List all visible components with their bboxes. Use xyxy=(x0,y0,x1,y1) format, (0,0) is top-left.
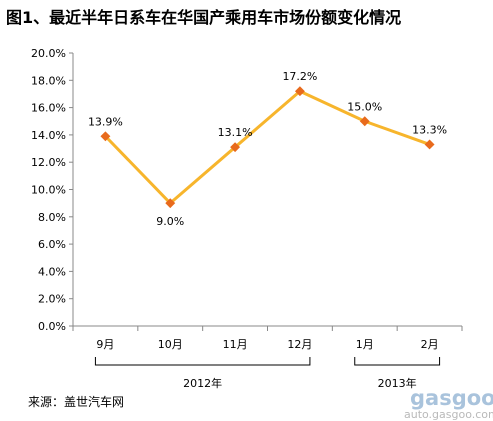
y-tick-label: 10.0% xyxy=(31,184,66,197)
group-label: 2013年 xyxy=(378,376,417,390)
data-points xyxy=(100,86,435,209)
y-tick-label: 8.0% xyxy=(38,211,66,224)
data-label: 9.0% xyxy=(156,215,184,228)
axes xyxy=(69,52,463,331)
gasgoo-watermark-logo: gasgoo auto.gasgoo.com xyxy=(404,384,493,421)
x-tick-label: 10月 xyxy=(158,338,183,351)
y-tick-labels: 0.0% 2.0% 4.0% 6.0% 8.0% 10.0% 12.0% 14.0% 16.0%… xyxy=(31,47,66,333)
data-label: 13.3% xyxy=(412,123,447,136)
y-tick-label: 18.0% xyxy=(31,74,66,87)
data-point-marker xyxy=(359,116,370,127)
data-point-marker xyxy=(100,131,111,142)
x-tick-labels: 9月 10月 11月 12月 1月 2月 xyxy=(96,338,438,351)
watermark-url: auto.gasgoo.com xyxy=(404,408,493,421)
data-point-marker xyxy=(165,198,176,209)
data-label: 15.0% xyxy=(347,100,382,113)
y-tick-label: 6.0% xyxy=(38,238,66,251)
y-tick-label: 14.0% xyxy=(31,129,66,142)
data-label: 13.9% xyxy=(88,115,123,128)
data-point-marker xyxy=(424,139,435,150)
chart-title: 图1、最近半年日系车在华国产乘用车市场份额变化情况 xyxy=(6,8,402,27)
series-polyline xyxy=(104,89,431,205)
y-tick-label: 12.0% xyxy=(31,156,66,169)
x-tick-label: 2月 xyxy=(421,338,439,351)
watermark-brand: gasgoo xyxy=(410,386,493,410)
series-line xyxy=(104,89,431,205)
group-label: 2012年 xyxy=(183,376,222,390)
y-tick-label: 2.0% xyxy=(38,293,66,306)
data-labels: 13.9% 9.0% 13.1% 17.2% 15.0% 13.3% xyxy=(88,70,447,228)
y-tick-label: 4.0% xyxy=(38,265,66,278)
group-bracket xyxy=(94,357,311,366)
group-bracket xyxy=(354,357,441,366)
year-groups: 2012年 2013年 xyxy=(94,357,441,390)
y-tick-label: 0.0% xyxy=(38,320,66,333)
source-note: 来源：盖世汽车网 xyxy=(28,395,125,409)
x-tick-label: 1月 xyxy=(356,338,374,351)
x-tick-label: 11月 xyxy=(223,338,248,351)
data-label: 13.1% xyxy=(218,126,253,139)
data-label: 17.2% xyxy=(282,70,317,83)
y-tick-label: 16.0% xyxy=(31,102,66,115)
x-tick-label: 12月 xyxy=(287,338,312,351)
x-tick-label: 9月 xyxy=(96,338,114,351)
y-tick-label: 20.0% xyxy=(31,47,66,60)
data-point-marker xyxy=(230,142,241,153)
